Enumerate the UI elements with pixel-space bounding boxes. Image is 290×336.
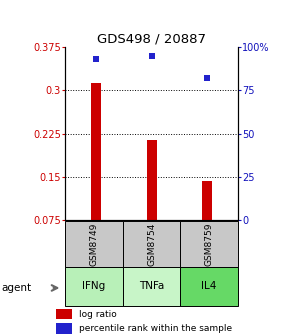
Text: TNFa: TNFa (139, 282, 164, 291)
Bar (180, 267, 238, 306)
Bar (180, 221, 238, 267)
Bar (55, 309, 72, 319)
Text: IL4: IL4 (201, 282, 217, 291)
Bar (123, 221, 180, 267)
Bar (123, 267, 180, 306)
Bar (146, 140, 157, 220)
Text: IFNg: IFNg (82, 282, 106, 291)
Bar (202, 181, 212, 220)
Text: GSM8749: GSM8749 (90, 222, 99, 266)
Text: agent: agent (1, 283, 32, 293)
Bar (91, 83, 101, 220)
Text: log ratio: log ratio (79, 310, 117, 319)
Title: GDS498 / 20887: GDS498 / 20887 (97, 33, 206, 46)
Bar (65, 221, 123, 267)
Bar (65, 267, 123, 306)
Bar (55, 323, 72, 334)
Text: GSM8759: GSM8759 (204, 222, 213, 266)
Text: percentile rank within the sample: percentile rank within the sample (79, 324, 233, 333)
Text: GSM8754: GSM8754 (147, 222, 156, 266)
